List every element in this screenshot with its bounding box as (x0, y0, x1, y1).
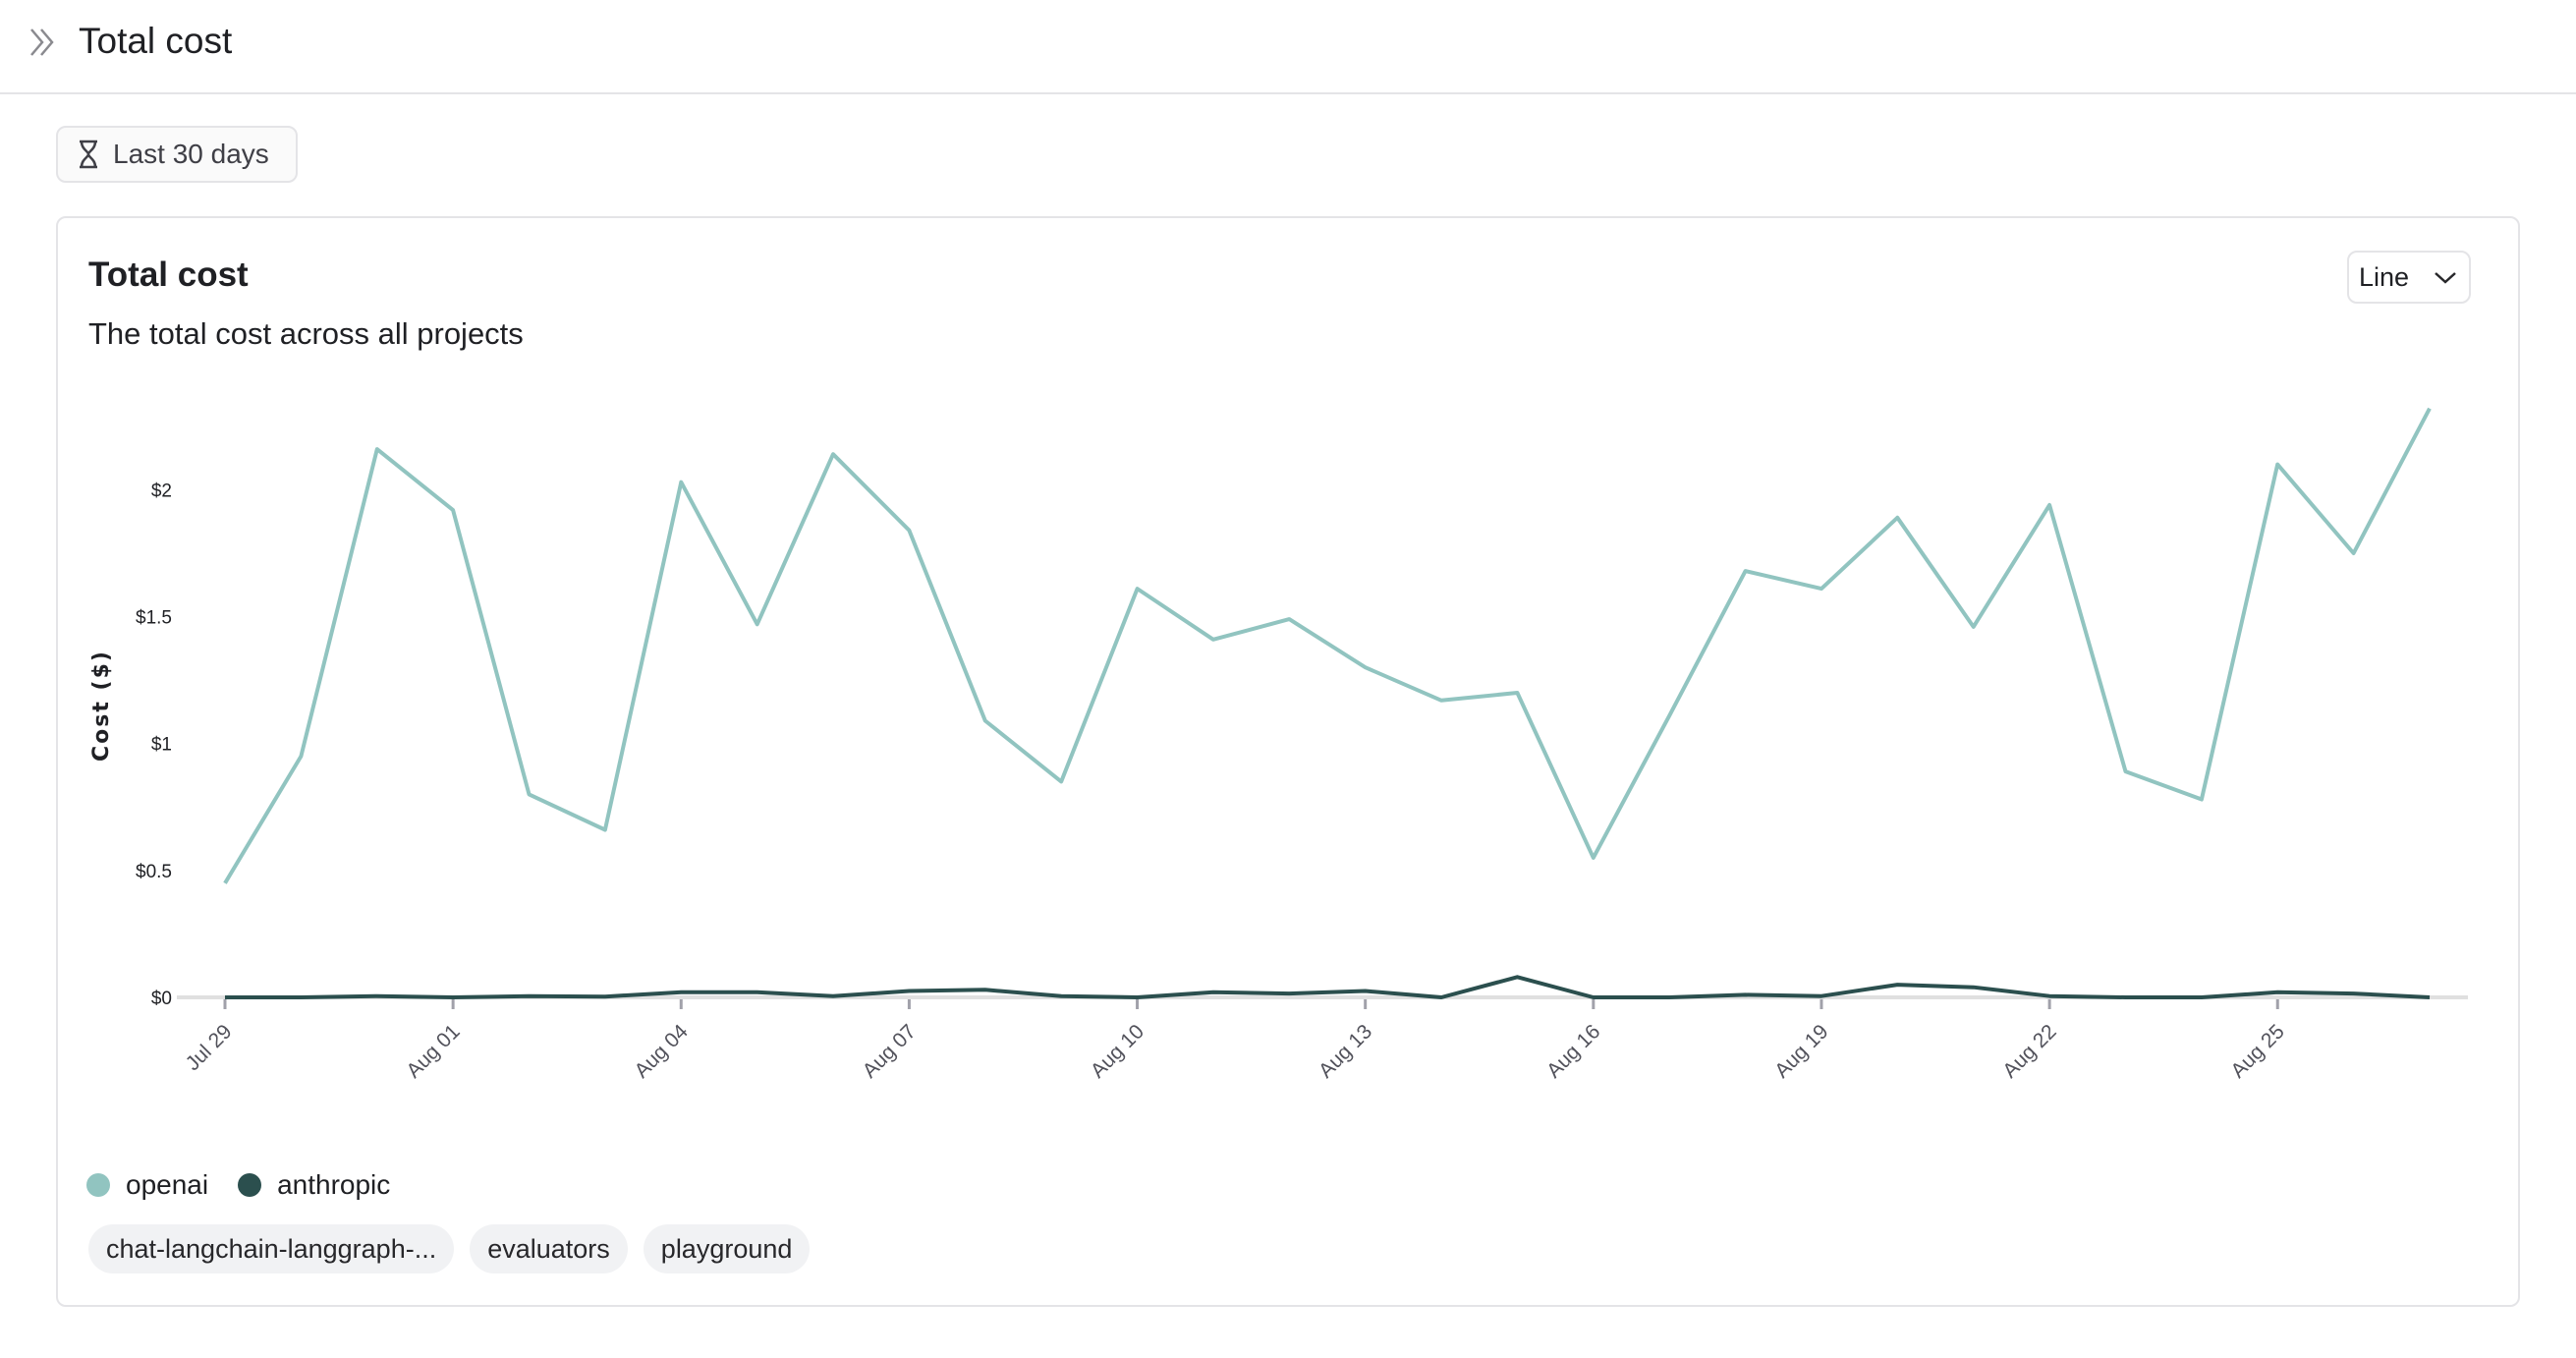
y-axis-label: Cost ($) (89, 650, 114, 762)
time-range-button[interactable]: Last 30 days (56, 126, 298, 183)
x-tick-label: Aug 25 (2226, 1020, 2288, 1082)
legend-item-anthropic[interactable]: anthropic (238, 1169, 390, 1201)
project-chip[interactable]: evaluators (470, 1224, 628, 1273)
legend-label-anthropic: anthropic (277, 1169, 391, 1200)
legend-label-openai: openai (126, 1169, 209, 1200)
legend: openai anthropic (86, 1169, 420, 1201)
x-tick-label: Aug 16 (1542, 1020, 1604, 1082)
project-chip[interactable]: chat-langchain-langgraph-... (88, 1224, 455, 1273)
legend-item-openai[interactable]: openai (86, 1169, 208, 1201)
chart-card (56, 216, 2520, 1307)
chart-type-value: Line (2359, 261, 2410, 292)
chart-type-select[interactable]: Line (2347, 251, 2471, 304)
page-title: Total cost (79, 21, 233, 61)
hourglass-icon (80, 140, 97, 169)
anthropic-swatch (238, 1173, 262, 1197)
double-chevron-right-icon[interactable] (28, 26, 61, 59)
x-tick-label: Aug 19 (1770, 1020, 1832, 1082)
chart-title: Total cost (88, 255, 249, 294)
x-tick-label: Aug 01 (402, 1020, 464, 1082)
project-chip[interactable]: playground (643, 1224, 811, 1273)
time-range-label: Last 30 days (113, 139, 269, 169)
y-tick-label: $2 (151, 481, 172, 501)
chevron-down-icon (2435, 272, 2456, 284)
x-tick-label: Aug 10 (1087, 1020, 1148, 1082)
openai-swatch (86, 1173, 110, 1197)
y-tick-label: $0.5 (136, 862, 172, 882)
page-header: Total cost (0, 0, 2576, 94)
y-tick-label: $1.5 (136, 608, 172, 629)
series-line-anthropic (225, 975, 2431, 999)
x-tick-label: Aug 04 (630, 1020, 693, 1083)
x-tick-label: Aug 07 (859, 1020, 921, 1082)
chart-subtitle: The total cost across all projects (88, 316, 524, 351)
y-tick-label: $0 (151, 989, 172, 1009)
x-tick-label: Aug 13 (1315, 1020, 1376, 1082)
project-chips: chat-langchain-langgraph-... evaluators … (88, 1224, 825, 1273)
x-tick-label: Aug 22 (1998, 1020, 2060, 1082)
series-line-openai (223, 407, 2432, 884)
y-tick-label: $1 (151, 735, 172, 756)
x-tick-label: Jul 29 (182, 1020, 237, 1075)
